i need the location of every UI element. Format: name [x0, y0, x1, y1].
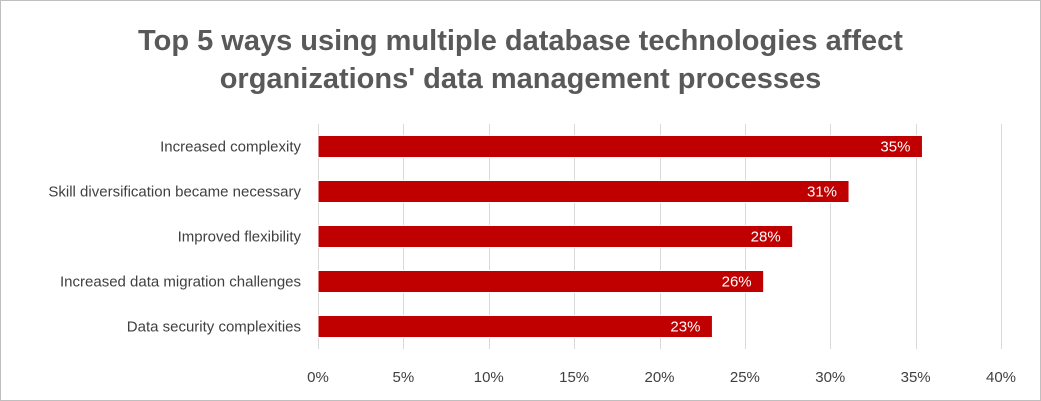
- x-tick-label: 30%: [815, 369, 845, 386]
- data-label: 31%: [807, 184, 837, 201]
- bar-5: [317, 315, 713, 338]
- data-label: 35%: [880, 139, 910, 156]
- x-tick-label: 15%: [559, 369, 589, 386]
- bar-4: [317, 270, 765, 293]
- x-tick-label: 5%: [393, 369, 415, 386]
- x-tick-label: 20%: [644, 369, 674, 386]
- chart-title-line-1: Top 5 ways using multiple database techn…: [138, 25, 903, 57]
- data-label: 26%: [722, 274, 752, 291]
- x-tick-label: 35%: [901, 369, 931, 386]
- bar-1: [317, 135, 923, 158]
- x-tick-label: 0%: [307, 369, 329, 386]
- chart-title-line-2: organizations' data management processes: [219, 63, 822, 95]
- category-label: Increased data migration challenges: [60, 274, 301, 291]
- x-tick-label: 40%: [986, 369, 1016, 386]
- x-tick-label: 10%: [474, 369, 504, 386]
- category-label: Improved flexibility: [178, 229, 302, 246]
- data-label: 28%: [751, 229, 781, 246]
- bar-2: [317, 180, 850, 203]
- chart-title: Top 5 ways using multiple database techn…: [0, 22, 1041, 98]
- category-label: Skill diversification became necessary: [48, 184, 301, 201]
- bar-3: [317, 225, 794, 248]
- category-label: Increased complexity: [160, 139, 301, 156]
- data-label: 23%: [670, 319, 700, 336]
- category-label: Data security complexities: [127, 319, 301, 336]
- x-tick-label: 25%: [730, 369, 760, 386]
